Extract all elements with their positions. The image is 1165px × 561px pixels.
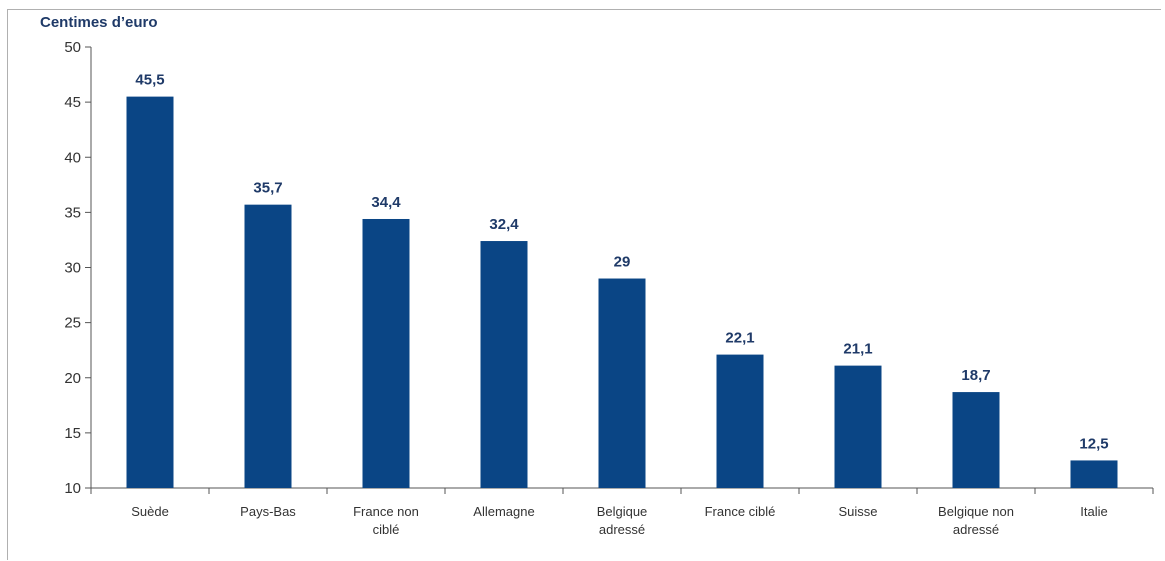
x-tick-label: Suède (131, 504, 169, 519)
x-tick-label: Italie (1080, 504, 1107, 519)
x-tick-label: Belgique non adressé (938, 504, 1014, 537)
x-tick-label: France ciblé (705, 504, 776, 519)
x-tick-label: Pays-Bas (240, 504, 296, 519)
data-label: 29 (614, 254, 631, 271)
y-tick-label: 35 (64, 204, 81, 221)
y-tick-label: 20 (64, 370, 81, 387)
y-tick-label: 15 (64, 425, 81, 442)
data-label: 12,5 (1079, 435, 1108, 452)
y-axis: 10 15 20 25 30 35 40 45 50 (64, 39, 92, 497)
x-tick-label: France non ciblé (353, 504, 419, 537)
data-label: 45,5 (135, 72, 164, 89)
bar (716, 354, 764, 488)
bar (598, 278, 646, 488)
y-axis-label: Centimes d’euro (40, 14, 158, 31)
y-tick-label: 10 (64, 480, 81, 497)
y-tick-label: 45 (64, 94, 81, 111)
data-label: 34,4 (371, 194, 401, 211)
x-tick-label: Allemagne (473, 504, 534, 519)
x-axis: Suède Pays-Bas France non ciblé Allemagne Bel… (90, 487, 1154, 537)
bars (126, 96, 1118, 489)
bar (126, 96, 174, 489)
bar (952, 392, 1000, 488)
data-label: 32,4 (489, 216, 519, 233)
y-tick-label: 50 (64, 39, 81, 56)
x-tick-label: Belgique adressé (597, 504, 648, 537)
data-label: 18,7 (961, 367, 990, 384)
data-label: 21,1 (843, 341, 872, 358)
bar (244, 204, 292, 488)
y-tick-label: 25 (64, 315, 81, 332)
data-labels: 45,5 35,7 34,4 32,4 29 22,1 21,1 18,7 12,5 (135, 72, 1108, 453)
bar (362, 218, 410, 489)
y-tick-label: 40 (64, 149, 81, 166)
chart-frame (7, 9, 1161, 560)
bar (834, 365, 882, 488)
data-label: 35,7 (253, 180, 282, 197)
data-label: 22,1 (725, 330, 754, 347)
bar (1070, 460, 1118, 488)
y-tick-label: 30 (64, 260, 81, 277)
bar (480, 241, 528, 488)
x-tick-label: Suisse (838, 504, 877, 519)
